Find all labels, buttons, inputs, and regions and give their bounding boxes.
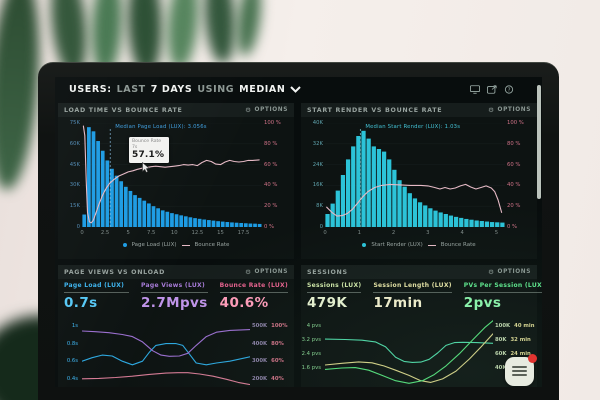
metric-label: Page Load (LUX) xyxy=(64,282,125,289)
y-axis-right: 500K 100% 400K 80% 300K 60% 200K 40% xyxy=(252,323,288,382)
gear-icon xyxy=(488,268,494,276)
chevron-down-icon[interactable] xyxy=(290,85,302,93)
options-button[interactable]: OPTIONS xyxy=(488,268,531,276)
panel-title: SESSIONS xyxy=(307,268,348,276)
range-value[interactable]: 7 DAYS xyxy=(150,83,193,95)
metric-value: 479K xyxy=(307,294,348,311)
load-time-histogram[interactable] xyxy=(82,123,262,227)
metric-value: 0.7s xyxy=(64,294,98,311)
sessions-line-chart[interactable] xyxy=(325,319,493,385)
legend-dash xyxy=(427,244,436,246)
options-button[interactable]: OPTIONS xyxy=(488,106,531,114)
metric-sessions: Sessions (LUX) 479K xyxy=(307,282,362,311)
hover-tooltip: Bounce Rate 7s 57.1% xyxy=(129,137,169,164)
legend-dash xyxy=(181,244,190,246)
y-axis-left: 4 pvs 3.2 pvs 2.4 pvs 1.6 pvs xyxy=(301,322,321,371)
y-axis-right: 100 % 80 % 60 % 40 % 20 % 0 % xyxy=(264,120,281,230)
metric-divider xyxy=(373,291,452,293)
legend-line-label: Bounce Rate xyxy=(194,242,230,248)
panel-load-time: LOAD TIME VS BOUNCE RATE OPTIONS 75K60K4… xyxy=(58,103,294,259)
display-icon[interactable] xyxy=(470,84,480,94)
panel-start-render: START RENDER VS BOUNCE RATE OPTIONS 40K3… xyxy=(301,103,537,259)
chat-fab-button[interactable] xyxy=(505,354,537,386)
pageviews-line-chart[interactable] xyxy=(82,319,250,385)
users-label: USERS: xyxy=(69,83,112,95)
dashboard-screen: USERS: LAST 7 DAYS USING MEDIAN ? LOAD T… xyxy=(55,77,542,387)
tooltip-series: Bounce Rate xyxy=(132,139,162,144)
scrollbar-thumb[interactable] xyxy=(537,85,541,199)
panel-sessions: SESSIONS OPTIONS Sessions (LUX) 479K Ses… xyxy=(301,265,542,387)
dashboard-header: USERS: LAST 7 DAYS USING MEDIAN ? xyxy=(55,77,542,101)
metric-pvs-per-session: PVs Per Session (LUX) 2pvs xyxy=(463,282,542,311)
y-axis-left: 75K 60K 45K 30K 15K 0 xyxy=(69,120,80,230)
chart-legend: Page Load (LUX) Bounce Rate xyxy=(58,242,294,248)
plant-leaf xyxy=(201,0,239,65)
laptop: USERS: LAST 7 DAYS USING MEDIAN ? LOAD T… xyxy=(38,62,559,400)
metric-value: 40.6% xyxy=(219,294,269,311)
metric-divider xyxy=(64,291,129,293)
chat-icon xyxy=(512,366,527,378)
metric-divider xyxy=(463,291,542,293)
notification-badge xyxy=(528,354,537,363)
options-button[interactable]: OPTIONS xyxy=(245,106,288,114)
gear-icon xyxy=(488,106,494,114)
metric-value: 2.7Mpvs xyxy=(141,294,208,311)
metric-cards: Page Load (LUX) 0.7s Page Views (LUX) 2.… xyxy=(64,282,288,311)
using-label: USING xyxy=(197,83,235,95)
gear-icon xyxy=(245,106,251,114)
metric-bounce-rate: Bounce Rate (LUX) 40.6% xyxy=(219,282,288,311)
chart-legend: Start Render (LUX) Bounce Rate xyxy=(301,242,537,248)
metric-page-views: Page Views (LUX) 2.7Mpvs xyxy=(141,282,208,311)
panel-page-views-onload: PAGE VIEWS VS ONLOAD OPTIONS Page Load (… xyxy=(58,265,294,387)
legend-bar-label: Page Load (LUX) xyxy=(131,242,177,248)
legend-dot xyxy=(122,243,127,247)
metric-value: 2pvs xyxy=(463,294,502,311)
panel-title: LOAD TIME VS BOUNCE RATE xyxy=(64,106,183,114)
panel-title: START RENDER VS BOUNCE RATE xyxy=(307,106,443,114)
y-axis-right: 100K 40 min 80K 32 min 60K 24 min 40K xyxy=(495,322,535,371)
metric-label: Session Length (LUX) xyxy=(373,282,452,289)
svg-text:?: ? xyxy=(508,87,511,93)
options-button[interactable]: OPTIONS xyxy=(245,268,288,276)
legend-line-label: Bounce Rate xyxy=(440,242,476,248)
metric-label: Page Views (LUX) xyxy=(141,282,205,289)
gear-icon xyxy=(245,268,251,276)
metric-divider xyxy=(141,291,208,293)
metric-label: PVs Per Session (LUX) xyxy=(463,282,542,289)
plant-leaf xyxy=(233,0,265,58)
metric-page-load: Page Load (LUX) 0.7s xyxy=(64,282,129,311)
metric-session-length: Session Length (LUX) 17min xyxy=(373,282,452,311)
tooltip-value: 57.1% xyxy=(132,150,165,161)
metric-label: Sessions (LUX) xyxy=(307,282,362,289)
start-render-histogram[interactable] xyxy=(325,123,505,227)
metric-divider xyxy=(219,291,288,293)
help-icon[interactable]: ? xyxy=(504,84,514,94)
range-label: LAST xyxy=(116,83,146,95)
y-axis-right: 100 % 80 % 60 % 40 % 20 % 0 % xyxy=(507,120,524,230)
plant-leaf xyxy=(163,0,203,72)
metric-value: 17min xyxy=(373,294,423,311)
metric-divider xyxy=(307,291,362,293)
aggregation-dropdown[interactable]: MEDIAN xyxy=(239,83,286,95)
tooltip-x: 7s xyxy=(132,144,138,150)
x-axis: 0 2.5 5 7.5 10 12.5 15 17.5 xyxy=(80,230,250,236)
mouse-cursor-icon xyxy=(142,162,150,173)
panel-title: PAGE VIEWS VS ONLOAD xyxy=(64,268,166,276)
legend-dot xyxy=(362,243,367,247)
y-axis-left: 40K 32K 24K 16K 8K 0 xyxy=(312,120,323,230)
y-axis-left: 1s 0.8s 0.6s 0.4s xyxy=(66,323,78,382)
metric-label: Bounce Rate (LUX) xyxy=(219,282,288,289)
share-export-icon[interactable] xyxy=(487,84,497,94)
metric-cards: Sessions (LUX) 479K Session Length (LUX)… xyxy=(307,282,542,311)
median-annotation: Median Start Render (LUX): 1.03s xyxy=(365,124,461,130)
legend-bar-label: Start Render (LUX) xyxy=(371,242,423,248)
median-annotation: Median Page Load (LUX): 3.056s xyxy=(115,124,207,130)
